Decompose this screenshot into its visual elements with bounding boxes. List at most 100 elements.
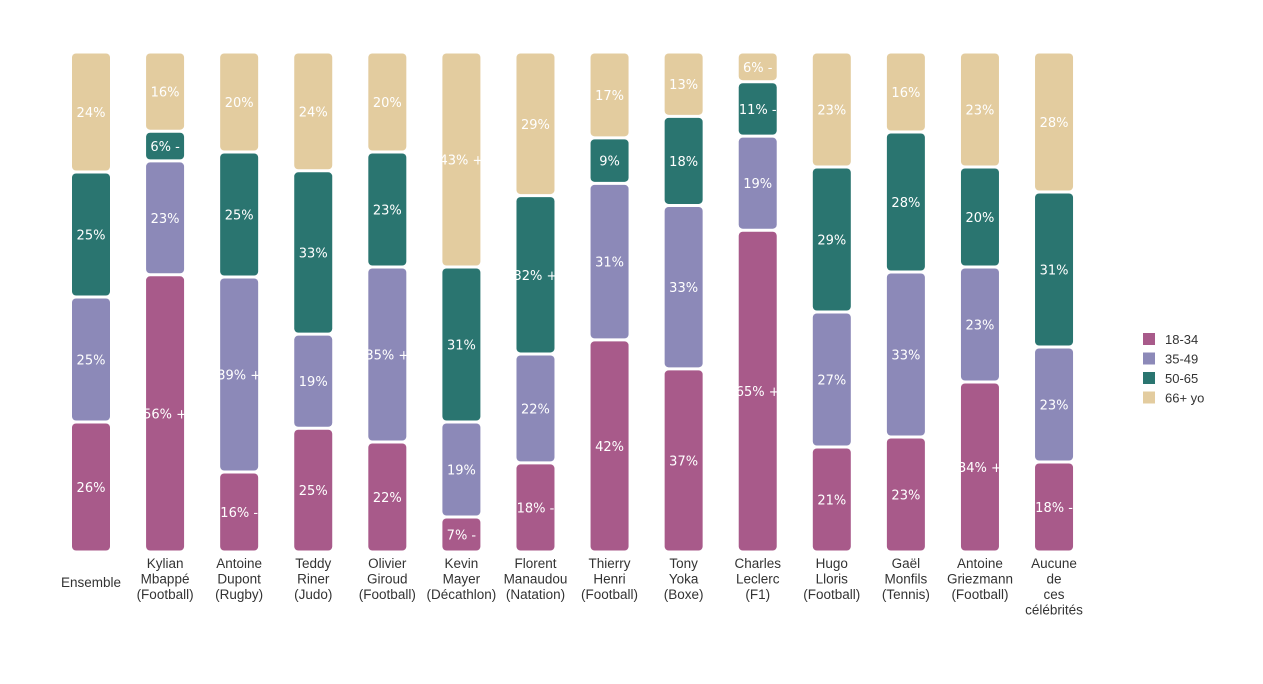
segment-value-label: 18% - [517, 501, 555, 516]
segment-value-label: 23% [1040, 399, 1069, 414]
segment-value-label: 18% - [1035, 501, 1073, 516]
category-label: Antoine Dupont (Rugby) [215, 556, 263, 602]
bar-segment-18-34-2 [220, 473, 259, 551]
legend-label-0: 18-34 [1165, 332, 1198, 347]
category-label-line: (Décathlon) [427, 587, 497, 602]
bars-group: 26% 25% 25% 24% 56% + 23% 6% - 16% 16% - 39% + 25%… [72, 53, 1074, 551]
bar-segment-66-yo-3 [294, 53, 333, 170]
bar-segment-66-yo-12 [960, 53, 999, 166]
bar-segment-50-65-7 [590, 139, 629, 182]
bar-segment-35-49-11 [886, 273, 925, 436]
bar-segment-50-65-1 [146, 132, 185, 160]
bar-segment-66-yo-5 [442, 53, 481, 266]
bar-segment-66-yo-9 [738, 53, 777, 81]
segment-value-label: 17% [595, 89, 624, 104]
bar-segment-50-65-12 [960, 168, 999, 266]
bar-segment-35-49-4 [368, 268, 407, 441]
segment-value-label: 22% [373, 491, 402, 506]
segment-value-label: 25% [225, 209, 254, 224]
segment-value-label: 7% - [447, 529, 477, 544]
segment-value-label: 23% [817, 104, 846, 119]
bar-segment-18-34-6 [516, 464, 555, 551]
category-label: Hugo Lloris (Football) [803, 556, 860, 602]
category-label-line: Antoine [216, 556, 262, 571]
category-label-line: (Natation) [506, 587, 565, 602]
category-label-line: Antoine [957, 556, 1003, 571]
bar-segment-35-49-8 [664, 206, 703, 368]
category-label-line: Tony [669, 556, 698, 571]
category-label-line: (Football) [137, 587, 194, 602]
bar-segment-50-65-13 [1035, 193, 1074, 346]
category-label-line: de [1047, 572, 1062, 587]
segment-value-label: 11% - [739, 103, 777, 118]
segment-value-label: 31% [447, 339, 476, 354]
category-label-line: Manaudou [504, 572, 568, 587]
segment-value-label: 20% [373, 96, 402, 111]
bar-segment-18-34-7 [590, 341, 629, 551]
category-label: Ensemble [61, 575, 121, 590]
category-label-line: Henri [593, 572, 625, 587]
category-label-line: Aucune [1031, 556, 1077, 571]
segment-value-label: 16% [891, 86, 920, 101]
category-label-line: (Tennis) [882, 587, 930, 602]
legend-label-1: 35-49 [1165, 352, 1198, 367]
category-label-line: (Football) [581, 587, 638, 602]
bar-segment-66-yo-0 [72, 53, 110, 171]
segment-value-label: 27% [817, 374, 846, 389]
legend-label-3: 66+ yo [1165, 391, 1204, 406]
category-label-line: (Football) [951, 587, 1008, 602]
segment-value-label: 29% [521, 118, 550, 133]
bar-segment-18-34-13 [1035, 463, 1074, 551]
segment-value-label: 24% [299, 105, 328, 120]
segment-value-label: 28% [891, 196, 920, 211]
segment-value-label: 31% [1040, 264, 1069, 279]
category-label-line: Yoka [669, 572, 699, 587]
category-label-line: (Judo) [294, 587, 332, 602]
segment-value-label: 9% [599, 155, 620, 170]
category-label-line: Charles [734, 556, 781, 571]
category-label-line: Monfils [884, 572, 927, 587]
bar-segment-18-34-9 [738, 231, 777, 551]
segment-value-label: 39% + [217, 369, 261, 384]
category-label-line: Ensemble [61, 575, 121, 590]
category-label-line: (Boxe) [664, 587, 704, 602]
segment-value-label: 26% [77, 481, 106, 496]
segment-value-label: 29% [817, 234, 846, 249]
category-label-line: (Football) [359, 587, 416, 602]
segment-value-label: 16% - [220, 506, 258, 521]
legend-swatch-2 [1143, 372, 1155, 384]
category-label: Gaël Monfils (Tennis) [882, 556, 930, 602]
bar-segment-35-49-9 [738, 137, 777, 229]
bar-segment-18-34-0 [72, 423, 110, 551]
category-label-line: Mbappé [141, 572, 190, 587]
category-label: Antoine Griezmann (Football) [947, 556, 1013, 602]
segment-value-label: 33% [891, 349, 920, 364]
category-label-line: Leclerc [736, 572, 780, 587]
category-label-line: Lloris [816, 572, 849, 587]
legend: 18-34 35-49 50-65 66+ yo [1143, 332, 1204, 406]
segment-value-label: 43% + [439, 154, 483, 169]
bar-segment-35-49-13 [1035, 348, 1074, 461]
segment-value-label: 42% [595, 440, 624, 455]
bar-segment-35-49-1 [146, 162, 185, 274]
bar-segment-35-49-0 [72, 298, 110, 421]
segment-value-label: 16% [151, 86, 180, 101]
bar-segment-18-34-8 [664, 370, 703, 551]
category-label-line: Florent [514, 556, 556, 571]
segment-value-label: 31% [595, 256, 624, 271]
bar-segment-66-yo-13 [1035, 53, 1074, 191]
segment-value-label: 13% [669, 78, 698, 93]
segment-value-label: 32% + [514, 269, 558, 284]
category-label-line: Riner [297, 572, 330, 587]
bar-segment-66-yo-7 [590, 53, 629, 137]
bar-segment-35-49-12 [960, 268, 999, 381]
category-label-line: Dupont [217, 572, 261, 587]
segment-value-label: 37% [669, 454, 698, 469]
segment-value-label: 25% [77, 354, 106, 369]
bar-segment-50-65-8 [664, 117, 703, 204]
segment-value-label: 20% [966, 211, 995, 226]
legend-label-2: 50-65 [1165, 371, 1198, 386]
category-label-line: (Football) [803, 587, 860, 602]
